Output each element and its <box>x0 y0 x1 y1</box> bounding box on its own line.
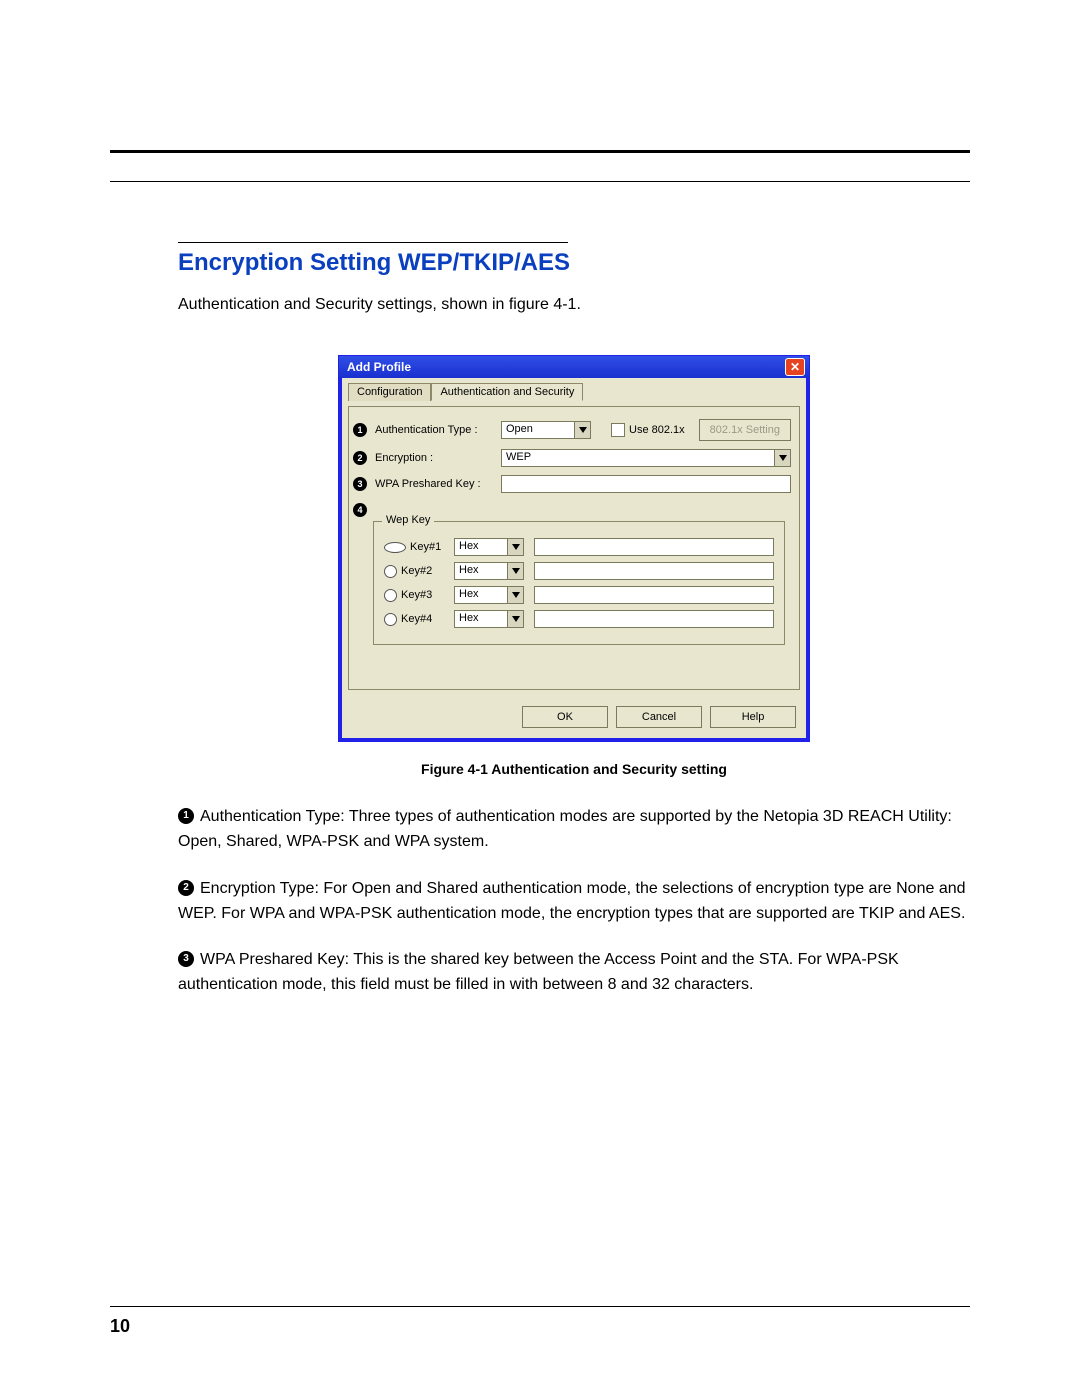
cancel-button[interactable]: Cancel <box>616 706 702 728</box>
callout-4-icon: 4 <box>353 503 367 517</box>
dialog-tabs: Configuration Authentication and Securit… <box>348 382 800 400</box>
use-8021x-checkbox[interactable]: Use 802.1x <box>611 423 685 437</box>
figure-caption: Figure 4-1 Authentication and Security s… <box>178 761 970 777</box>
auth-type-label: Authentication Type : <box>375 424 495 436</box>
psk-label: WPA Preshared Key : <box>375 478 495 490</box>
section-title: Encryption Setting WEP/TKIP/AES <box>178 249 970 277</box>
top-thick-rule <box>110 150 970 153</box>
callout-1-icon: 1 <box>178 808 194 824</box>
wep-key4-label: Key#4 <box>401 613 432 625</box>
auth-type-select[interactable]: Open <box>501 421 591 439</box>
paragraph-1-text: Authentication Type: Three types of auth… <box>178 808 952 850</box>
close-icon[interactable]: ✕ <box>785 358 805 376</box>
section-divider <box>178 242 568 243</box>
encryption-select[interactable]: WEP <box>501 449 791 467</box>
encryption-label: Encryption : <box>375 452 495 464</box>
wep-key2-input[interactable] <box>534 562 774 580</box>
intro-text: Authentication and Security settings, sh… <box>178 293 970 316</box>
wep-key1-label: Key#1 <box>410 541 441 553</box>
wep-key1-format: Hex <box>459 540 479 552</box>
wep-key2-format-select[interactable]: Hex <box>454 562 524 580</box>
ok-button[interactable]: OK <box>522 706 608 728</box>
radio-icon <box>384 565 397 578</box>
help-button[interactable]: Help <box>710 706 796 728</box>
callout-2-icon: 2 <box>178 880 194 896</box>
wep-key1-format-select[interactable]: Hex <box>454 538 524 556</box>
callout-3-icon: 3 <box>353 477 367 491</box>
wep-key3-format-select[interactable]: Hex <box>454 586 524 604</box>
radio-icon <box>384 542 406 553</box>
callout-1-icon: 1 <box>353 423 367 437</box>
wep-key1-radio[interactable]: Key#1 <box>384 541 444 553</box>
top-thin-rule <box>110 181 970 182</box>
wep-key-legend: Wep Key <box>382 514 434 526</box>
wep-key4-format: Hex <box>459 612 479 624</box>
callout-2-icon: 2 <box>353 451 367 465</box>
callout-3-icon: 3 <box>178 951 194 967</box>
radio-icon <box>384 589 397 602</box>
chevron-down-icon <box>507 539 523 555</box>
page-number: 10 <box>110 1316 130 1337</box>
tab-auth-security[interactable]: Authentication and Security <box>431 383 583 401</box>
chevron-down-icon <box>774 450 790 466</box>
add-profile-dialog: Add Profile ✕ Configuration Authenticati… <box>339 356 809 741</box>
chevron-down-icon <box>507 563 523 579</box>
use-8021x-label: Use 802.1x <box>629 424 685 436</box>
wep-key2-label: Key#2 <box>401 565 432 577</box>
wep-key4-radio[interactable]: Key#4 <box>384 613 444 626</box>
chevron-down-icon <box>507 587 523 603</box>
paragraph-3-text: WPA Preshared Key: This is the shared ke… <box>178 951 899 993</box>
psk-input[interactable] <box>501 475 791 493</box>
radio-icon <box>384 613 397 626</box>
wep-key3-input[interactable] <box>534 586 774 604</box>
8021x-setting-button[interactable]: 802.1x Setting <box>699 419 791 441</box>
auth-type-value: Open <box>506 423 533 435</box>
footer-rule <box>110 1306 970 1307</box>
paragraph-1: 1Authentication Type: Three types of aut… <box>178 805 970 855</box>
encryption-value: WEP <box>506 451 531 463</box>
chevron-down-icon <box>574 422 590 438</box>
wep-key2-radio[interactable]: Key#2 <box>384 565 444 578</box>
wep-key-group: Wep Key Key#1 Hex Key#2 Hex <box>373 521 785 645</box>
chevron-down-icon <box>507 611 523 627</box>
wep-key4-format-select[interactable]: Hex <box>454 610 524 628</box>
wep-key3-label: Key#3 <box>401 589 432 601</box>
paragraph-3: 3WPA Preshared Key: This is the shared k… <box>178 948 970 998</box>
dialog-button-bar: OK Cancel Help <box>342 698 806 738</box>
wep-key3-format: Hex <box>459 588 479 600</box>
checkbox-icon <box>611 423 625 437</box>
wep-key2-format: Hex <box>459 564 479 576</box>
tab-configuration[interactable]: Configuration <box>348 383 431 401</box>
paragraph-2-text: Encryption Type: For Open and Shared aut… <box>178 880 966 922</box>
dialog-titlebar: Add Profile ✕ <box>339 356 809 378</box>
wep-key1-input[interactable] <box>534 538 774 556</box>
wep-key3-radio[interactable]: Key#3 <box>384 589 444 602</box>
wep-key4-input[interactable] <box>534 610 774 628</box>
dialog-title: Add Profile <box>347 360 411 374</box>
paragraph-2: 2Encryption Type: For Open and Shared au… <box>178 877 970 927</box>
tab-panel-auth: 1 Authentication Type : Open Use 802.1x … <box>348 406 800 690</box>
